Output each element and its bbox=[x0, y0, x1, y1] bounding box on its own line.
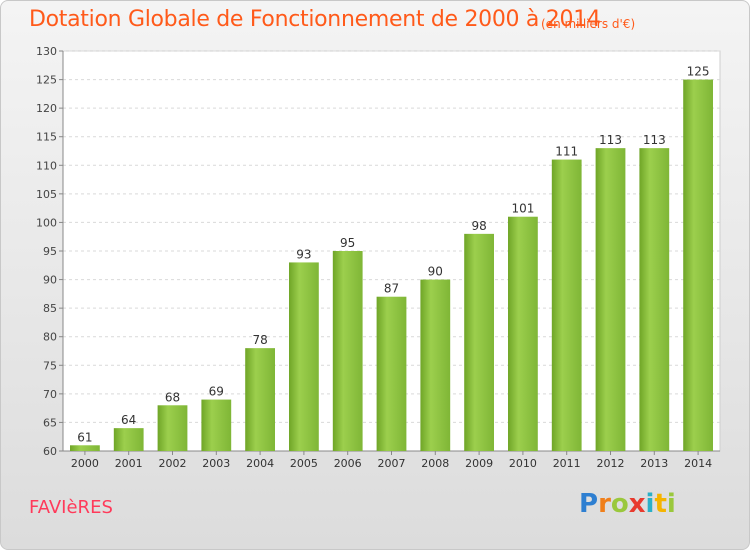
bar-value-label: 68 bbox=[165, 390, 180, 404]
bar bbox=[464, 233, 494, 451]
bar bbox=[683, 79, 713, 452]
y-tick-label: 80 bbox=[43, 331, 57, 344]
y-tick-label: 100 bbox=[36, 216, 57, 229]
x-tick-label: 2004 bbox=[246, 457, 274, 470]
x-tick-label: 2007 bbox=[378, 457, 406, 470]
bar bbox=[157, 405, 188, 451]
bar-value-label: 98 bbox=[471, 219, 486, 233]
x-tick-label: 2005 bbox=[290, 457, 318, 470]
bar bbox=[639, 148, 670, 451]
bar bbox=[376, 296, 407, 451]
bar-value-label: 95 bbox=[340, 236, 355, 250]
bar bbox=[332, 251, 363, 451]
y-tick-label: 70 bbox=[43, 388, 57, 401]
logo-letter: o bbox=[610, 489, 629, 519]
bar-value-label: 113 bbox=[599, 133, 622, 147]
chart-subtitle: (en milliers d'€) bbox=[541, 17, 636, 31]
bar bbox=[201, 399, 232, 451]
bar-value-label: 125 bbox=[687, 65, 710, 79]
x-tick-label: 2013 bbox=[640, 457, 668, 470]
bar-value-label: 78 bbox=[252, 333, 267, 347]
y-tick-label: 75 bbox=[43, 359, 57, 372]
bar bbox=[420, 279, 451, 451]
x-tick-label: 2011 bbox=[553, 457, 581, 470]
logo-letter: t bbox=[654, 489, 667, 519]
bar-value-label: 101 bbox=[511, 202, 534, 216]
y-tick-label: 125 bbox=[36, 74, 57, 87]
commune-name: FAVIèRES bbox=[29, 497, 113, 518]
bar-value-label: 111 bbox=[555, 145, 578, 159]
y-tick-label: 110 bbox=[36, 159, 57, 172]
chart-title: Dotation Globale de Fonctionnement de 20… bbox=[29, 7, 601, 32]
y-tick-label: 115 bbox=[36, 131, 57, 144]
x-tick-label: 2000 bbox=[71, 457, 99, 470]
bar-value-label: 93 bbox=[296, 247, 311, 261]
x-tick-label: 2006 bbox=[334, 457, 362, 470]
y-tick-label: 60 bbox=[43, 445, 57, 458]
x-tick-label: 2014 bbox=[684, 457, 712, 470]
y-tick-label: 65 bbox=[43, 416, 57, 429]
logo-letter: i bbox=[645, 489, 655, 519]
x-tick-label: 2001 bbox=[115, 457, 143, 470]
logo-letter: i bbox=[666, 489, 676, 519]
x-tick-label: 2010 bbox=[509, 457, 537, 470]
y-tick-label: 130 bbox=[36, 45, 57, 58]
logo-letter: r bbox=[598, 489, 611, 519]
x-tick-label: 2003 bbox=[202, 457, 230, 470]
bar bbox=[551, 159, 582, 452]
x-tick-label: 2012 bbox=[597, 457, 625, 470]
logo-letter: P bbox=[579, 489, 599, 519]
bar bbox=[508, 216, 538, 451]
y-tick-label: 90 bbox=[43, 274, 57, 287]
x-tick-label: 2008 bbox=[421, 457, 449, 470]
bar-value-label: 90 bbox=[428, 265, 443, 279]
bar-value-label: 87 bbox=[384, 282, 399, 296]
bar-value-label: 69 bbox=[209, 385, 224, 399]
bar-value-label: 61 bbox=[77, 430, 92, 444]
x-tick-label: 2002 bbox=[159, 457, 187, 470]
bar bbox=[113, 428, 144, 451]
bar-value-label: 64 bbox=[121, 413, 136, 427]
proxiti-logo: Proxiti bbox=[579, 489, 676, 519]
y-tick-label: 95 bbox=[43, 245, 57, 258]
bar bbox=[245, 348, 275, 451]
logo-letter: x bbox=[628, 489, 646, 519]
y-tick-label: 120 bbox=[36, 102, 57, 115]
y-tick-label: 85 bbox=[43, 302, 57, 315]
bar-value-label: 113 bbox=[643, 133, 666, 147]
bar bbox=[289, 262, 319, 451]
x-tick-label: 2009 bbox=[465, 457, 493, 470]
y-tick-label: 105 bbox=[36, 188, 57, 201]
bar bbox=[70, 445, 100, 451]
bar bbox=[595, 148, 626, 451]
